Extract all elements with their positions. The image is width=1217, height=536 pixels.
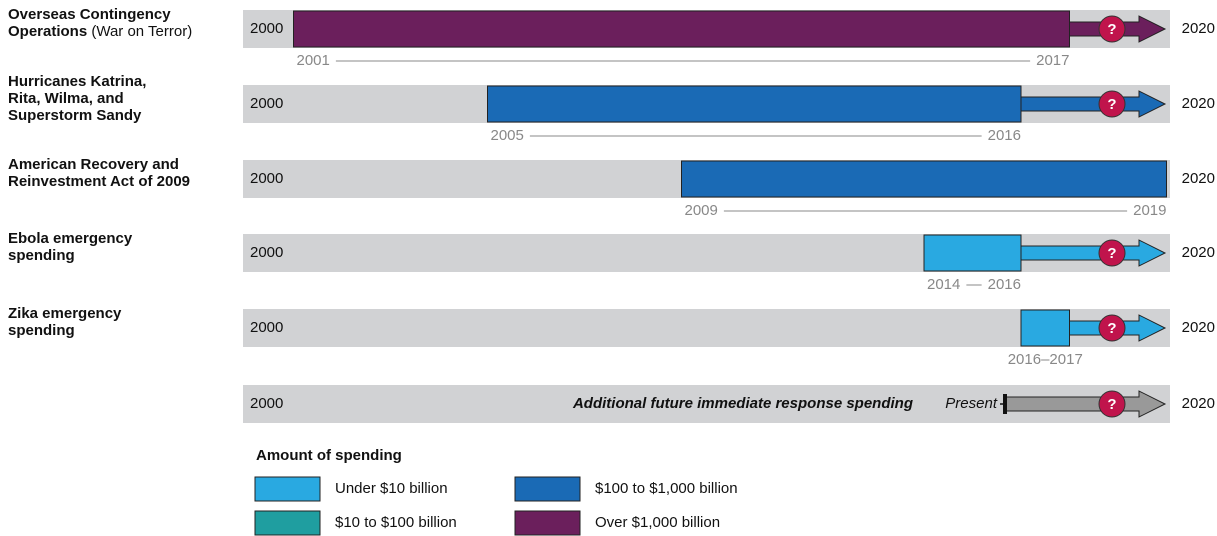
legend-swatch [254,510,321,536]
row-label: spending [8,247,75,264]
continuation-arrow [1004,390,1167,418]
future-label: Additional future immediate response spe… [572,395,913,412]
row-label: Hurricanes Katrina, [8,73,146,90]
spending-bar [681,160,1167,198]
unknown-mark: ? [1107,21,1116,38]
row-note: (War on Terror) [87,23,192,40]
unknown-mark: ? [1107,96,1116,113]
start-year-label: 2005 [491,127,524,144]
row-label: Superstorm Sandy [8,107,142,124]
track-start-label: 2000 [250,170,283,187]
range-label: 2016–2017 [1008,351,1083,368]
spending-bar [487,85,1022,123]
legend-label: $10 to $100 billion [335,514,457,531]
row-label: Zika emergency [8,305,122,322]
legend-title: Amount of spending [256,447,402,464]
legend-label: Under $10 billion [335,480,448,497]
continuation-arrow [1019,239,1167,267]
track-start-label: 2000 [250,244,283,261]
unknown-mark: ? [1107,320,1116,337]
track-start-label: 2000 [250,95,283,112]
track-end-label: 2020 [1182,244,1215,261]
row-label: Reinvestment Act of 2009 [8,173,190,190]
present-label: Present [945,395,998,412]
start-year-label: 2001 [297,52,330,69]
unknown-circle [1098,90,1126,118]
legend-swatch [254,476,321,502]
legend-swatch [514,476,581,502]
track-end-label: 2020 [1182,95,1215,112]
spending-bar [293,10,1070,48]
row-label: Operations (War on Terror) [8,23,192,40]
track-end-label: 2020 [1182,395,1215,412]
unknown-mark: ? [1107,245,1116,262]
spending-bar [1020,309,1070,347]
row-label: American Recovery and [8,156,179,173]
legend-swatch [514,510,581,536]
present-tick [1003,394,1007,414]
row-label: Overseas Contingency [8,6,171,23]
start-year-label: 2014 [927,276,960,293]
row-label: Rita, Wilma, and [8,90,124,107]
legend-label: $100 to $1,000 billion [595,480,738,497]
track-start-label: 2000 [250,319,283,336]
row-label: Ebola emergency [8,230,133,247]
track-end-label: 2020 [1182,170,1215,187]
track-end-label: 2020 [1182,20,1215,37]
legend-label: Over $1,000 billion [595,514,720,531]
unknown-circle [1098,15,1126,43]
end-year-label: 2016 [988,127,1021,144]
track-end-label: 2020 [1182,319,1215,336]
spending-bar [923,234,1022,272]
end-year-label: 2016 [988,276,1021,293]
end-year-label: 2019 [1133,202,1166,219]
track [243,309,1170,347]
unknown-circle [1098,390,1126,418]
end-year-label: 2017 [1036,52,1069,69]
unknown-circle [1098,314,1126,342]
unknown-mark: ? [1107,396,1116,413]
continuation-arrow [1019,90,1167,118]
unknown-circle [1098,239,1126,267]
track-start-label: 2000 [250,20,283,37]
track-start-label: 2000 [250,395,283,412]
start-year-label: 2009 [685,202,718,219]
row-label: spending [8,322,75,339]
